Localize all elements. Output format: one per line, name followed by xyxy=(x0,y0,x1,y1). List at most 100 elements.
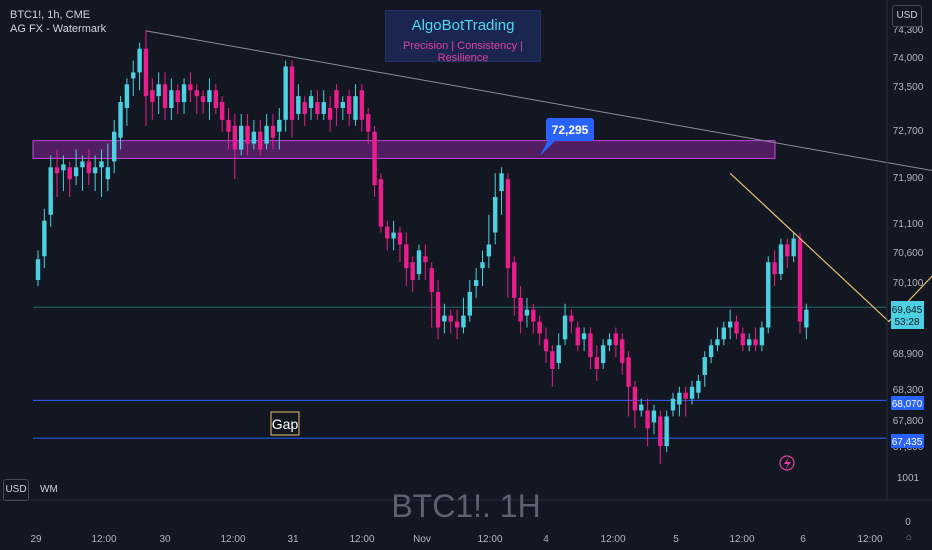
candle xyxy=(302,96,307,126)
price-axis[interactable]: 74,300 74,000 73,500 72,700 71,900 71,100 70,6… xyxy=(893,25,924,528)
candle xyxy=(372,125,377,197)
trendline xyxy=(145,30,932,172)
candle xyxy=(772,250,777,286)
candle xyxy=(289,60,295,138)
lightning-icon[interactable] xyxy=(779,455,795,471)
candle xyxy=(486,214,492,269)
currency-button[interactable]: USD xyxy=(892,5,922,27)
candle xyxy=(543,327,549,364)
currency-toggle-bottom[interactable]: USD xyxy=(3,479,29,501)
candle xyxy=(118,96,123,150)
candle xyxy=(797,232,803,334)
symbol-title: BTC1!, 1h, CME xyxy=(10,9,91,21)
candle xyxy=(620,333,625,375)
candle xyxy=(753,327,758,352)
candle xyxy=(473,268,479,298)
auto-scale-icon[interactable]: ⌂ xyxy=(906,532,913,543)
candle xyxy=(607,333,612,352)
indicator-title: AG FX - Watermark xyxy=(10,23,107,35)
candle xyxy=(632,380,638,429)
candle xyxy=(600,339,606,369)
candle xyxy=(689,380,695,405)
y-tick-label: 72,700 xyxy=(893,126,924,137)
candle xyxy=(581,327,587,352)
candle xyxy=(124,78,130,126)
y-tick-label: 71,100 xyxy=(893,219,924,230)
candle xyxy=(213,84,218,114)
y-tick-label: 68,300 xyxy=(893,385,924,396)
candle xyxy=(785,238,790,269)
candle xyxy=(99,149,104,197)
candle xyxy=(715,327,720,352)
candle xyxy=(334,84,339,126)
y-tick-label: 68,900 xyxy=(893,349,924,360)
candle xyxy=(454,309,460,340)
candle xyxy=(747,333,752,352)
candle xyxy=(131,60,136,97)
candle xyxy=(651,404,657,435)
candle xyxy=(759,321,765,352)
y-tick-label: 74,000 xyxy=(893,53,924,64)
x-tick-label: 29 xyxy=(30,534,42,545)
candle xyxy=(340,96,345,120)
candle xyxy=(442,303,447,334)
candle xyxy=(86,149,91,186)
y-tick-label: 70,600 xyxy=(893,248,924,259)
y-tick-label: 74,300 xyxy=(893,25,924,36)
candle xyxy=(308,90,314,120)
y-tick-label: 1001 xyxy=(897,473,920,484)
time-axis[interactable]: 29 12:00 30 12:00 31 12:00 Nov 12:00 4 12:00 5 12:0… xyxy=(30,534,883,545)
candle xyxy=(531,303,536,334)
candle xyxy=(575,321,580,352)
candle xyxy=(550,345,555,387)
callout-price-text: 72,295 xyxy=(552,123,589,137)
candle xyxy=(35,250,41,286)
candle xyxy=(359,84,365,132)
candle xyxy=(200,90,206,114)
y-tick-label: 71,900 xyxy=(893,173,924,184)
candle xyxy=(448,309,453,334)
candle xyxy=(137,42,142,91)
price-callout: 72,295 xyxy=(540,118,594,156)
candle xyxy=(588,327,593,369)
candle xyxy=(512,256,517,316)
candle xyxy=(391,220,396,251)
candle xyxy=(410,256,415,292)
resistance-zone xyxy=(32,140,776,159)
current-price-badge: 69,645 53:28 xyxy=(891,301,924,329)
candle xyxy=(181,78,187,114)
candle xyxy=(175,84,180,114)
candle xyxy=(150,78,155,120)
candle xyxy=(245,113,250,156)
candle xyxy=(613,327,619,358)
gap-label: Gap xyxy=(270,411,300,436)
candle xyxy=(277,108,282,150)
x-tick-label: 12:00 xyxy=(220,534,245,545)
wm-label[interactable]: WM xyxy=(40,484,58,495)
candle xyxy=(562,303,568,346)
candle xyxy=(283,60,288,132)
candle xyxy=(670,392,676,417)
candle xyxy=(778,238,784,281)
candle xyxy=(518,285,523,334)
level-badge-67435: 67,435 xyxy=(891,434,924,448)
candle xyxy=(740,327,746,352)
candle xyxy=(346,90,352,126)
candle xyxy=(219,96,225,132)
candle xyxy=(626,351,631,417)
candle xyxy=(639,398,644,417)
candle xyxy=(169,78,174,120)
candle xyxy=(73,149,79,186)
candle xyxy=(696,374,701,399)
candle xyxy=(315,90,320,120)
candle xyxy=(162,72,168,120)
candle xyxy=(791,232,796,263)
candle xyxy=(664,410,669,453)
candle xyxy=(61,155,66,192)
candle xyxy=(327,96,333,132)
x-tick-label: 12:00 xyxy=(857,534,882,545)
brand-banner: AlgoBotTrading Precision | Consistency |… xyxy=(385,10,541,64)
x-tick-label: 12:00 xyxy=(477,534,502,545)
candle xyxy=(721,321,726,346)
